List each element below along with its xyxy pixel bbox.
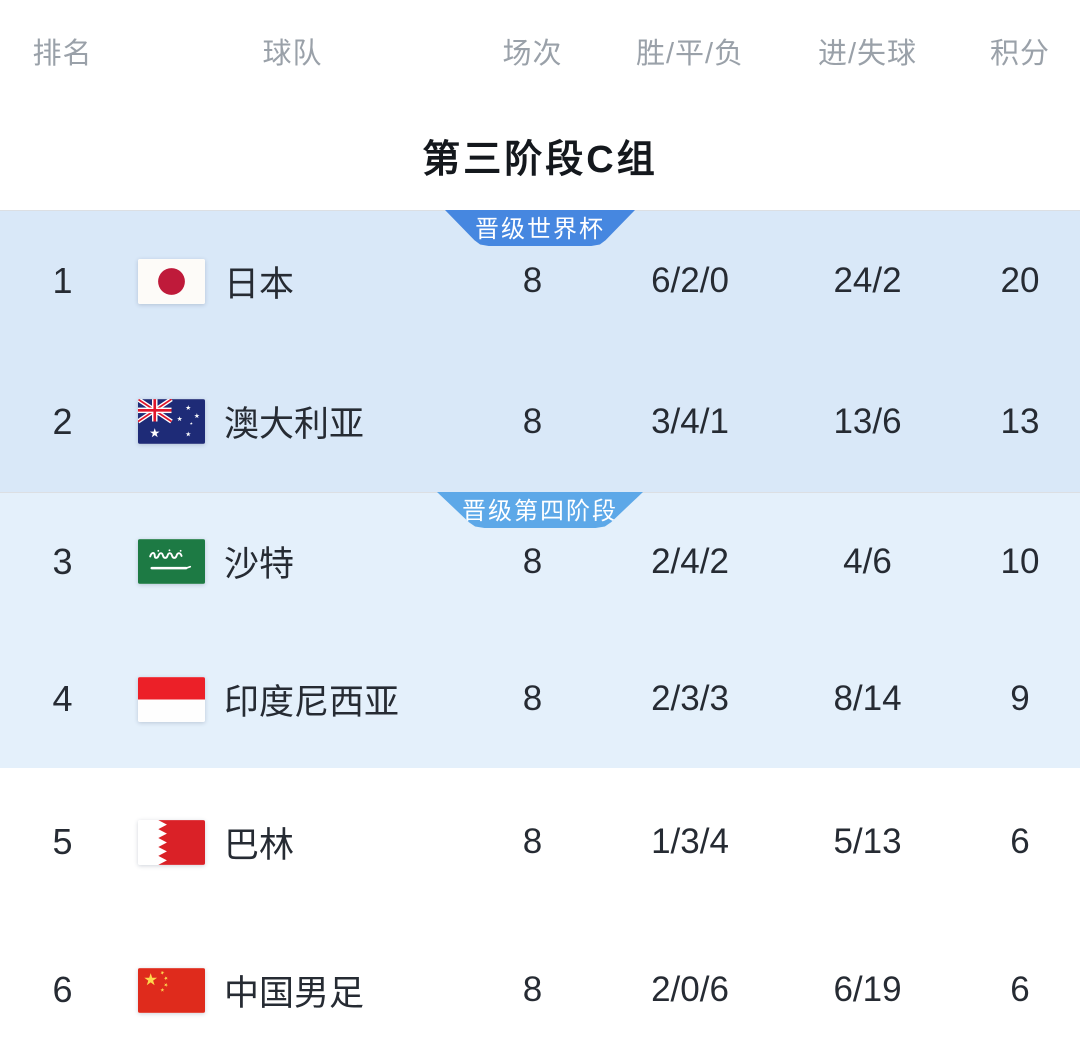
section-remaining-teams: 5 巴林 8 1/3/4 5/13 6 6 — [0, 768, 1080, 1064]
group-title: 第三阶段C组 — [422, 138, 658, 181]
matches-cell: 8 — [522, 541, 543, 581]
header-matches: 场次 — [502, 38, 563, 70]
china-flag-icon — [138, 967, 205, 1013]
standings-table-header: 排名 球队 场次 胜/平/负 进/失球 积分 — [0, 0, 1080, 100]
australia-flag-icon — [138, 399, 205, 445]
matches-cell: 8 — [522, 261, 543, 301]
wdl-cell: 2/4/2 — [651, 541, 729, 581]
goals-cell: 6/19 — [833, 970, 902, 1009]
wdl-cell: 3/4/1 — [651, 401, 729, 441]
saudi-arabia-flag-icon — [138, 539, 205, 585]
wdl-cell: 1/3/4 — [651, 822, 729, 861]
goals-cell: 8/14 — [833, 679, 902, 719]
header-rank: 排名 — [32, 38, 93, 70]
japan-flag-icon — [138, 258, 205, 304]
team-name: 中国男足 — [224, 973, 365, 1013]
team-name: 沙特 — [224, 545, 295, 585]
points-cell: 6 — [1010, 970, 1030, 1009]
matches-cell: 8 — [522, 679, 543, 719]
team-name: 日本 — [224, 264, 295, 304]
header-team: 球队 — [262, 38, 323, 70]
wdl-cell: 2/0/6 — [651, 970, 729, 1009]
indonesia-flag-icon — [138, 676, 205, 722]
promotion-badge-world-cup: 晋级世界杯 — [445, 210, 635, 246]
goals-cell: 4/6 — [843, 541, 892, 581]
rank-cell: 2 — [52, 400, 73, 442]
points-cell: 13 — [1000, 401, 1040, 441]
matches-cell: 8 — [522, 970, 543, 1009]
goals-cell: 24/2 — [833, 261, 902, 301]
rank-cell: 6 — [52, 969, 73, 1010]
table-row[interactable]: 2 — [0, 352, 1080, 493]
team-name: 巴林 — [224, 825, 295, 865]
points-cell: 6 — [1010, 822, 1030, 861]
team-name: 澳大利亚 — [224, 405, 365, 445]
goals-cell: 13/6 — [833, 401, 902, 441]
points-cell: 9 — [1010, 679, 1030, 719]
wdl-cell: 2/3/3 — [651, 679, 729, 719]
rank-cell: 3 — [52, 540, 73, 582]
wdl-cell: 6/2/0 — [651, 261, 729, 301]
promotion-badge-fourth-stage: 晋级第四阶段 — [437, 492, 643, 528]
rank-cell: 1 — [52, 260, 73, 302]
section-world-cup-qualified: 晋级世界杯 1 日本 8 6/2/0 24/2 20 2 — [0, 210, 1080, 492]
team-name: 印度尼西亚 — [224, 682, 400, 722]
header-win-draw-loss: 胜/平/负 — [635, 38, 745, 70]
table-row[interactable]: 6 中国男足 8 2/0/6 6/19 6 — [0, 916, 1080, 1064]
header-goals-for-against: 进/失球 — [817, 38, 918, 70]
points-cell: 10 — [1000, 541, 1040, 581]
section-fourth-stage-qualified: 晋级第四阶段 3 沙特 8 2/4/2 4/6 10 4 — [0, 492, 1080, 768]
table-row[interactable]: 4 印度尼西亚 8 2/3/3 8/14 9 — [0, 631, 1080, 769]
table-row[interactable]: 3 沙特 8 2/4/2 4/6 10 — [0, 493, 1080, 631]
matches-cell: 8 — [522, 822, 543, 861]
table-row[interactable]: 1 日本 8 6/2/0 24/2 20 — [0, 211, 1080, 352]
header-points: 积分 — [989, 38, 1050, 70]
table-row[interactable]: 5 巴林 8 1/3/4 5/13 6 — [0, 768, 1080, 916]
goals-cell: 5/13 — [833, 822, 902, 861]
rank-cell: 4 — [52, 678, 73, 720]
matches-cell: 8 — [522, 401, 543, 441]
bahrain-flag-icon — [138, 819, 205, 865]
rank-cell: 5 — [52, 821, 73, 862]
points-cell: 20 — [1000, 261, 1040, 301]
